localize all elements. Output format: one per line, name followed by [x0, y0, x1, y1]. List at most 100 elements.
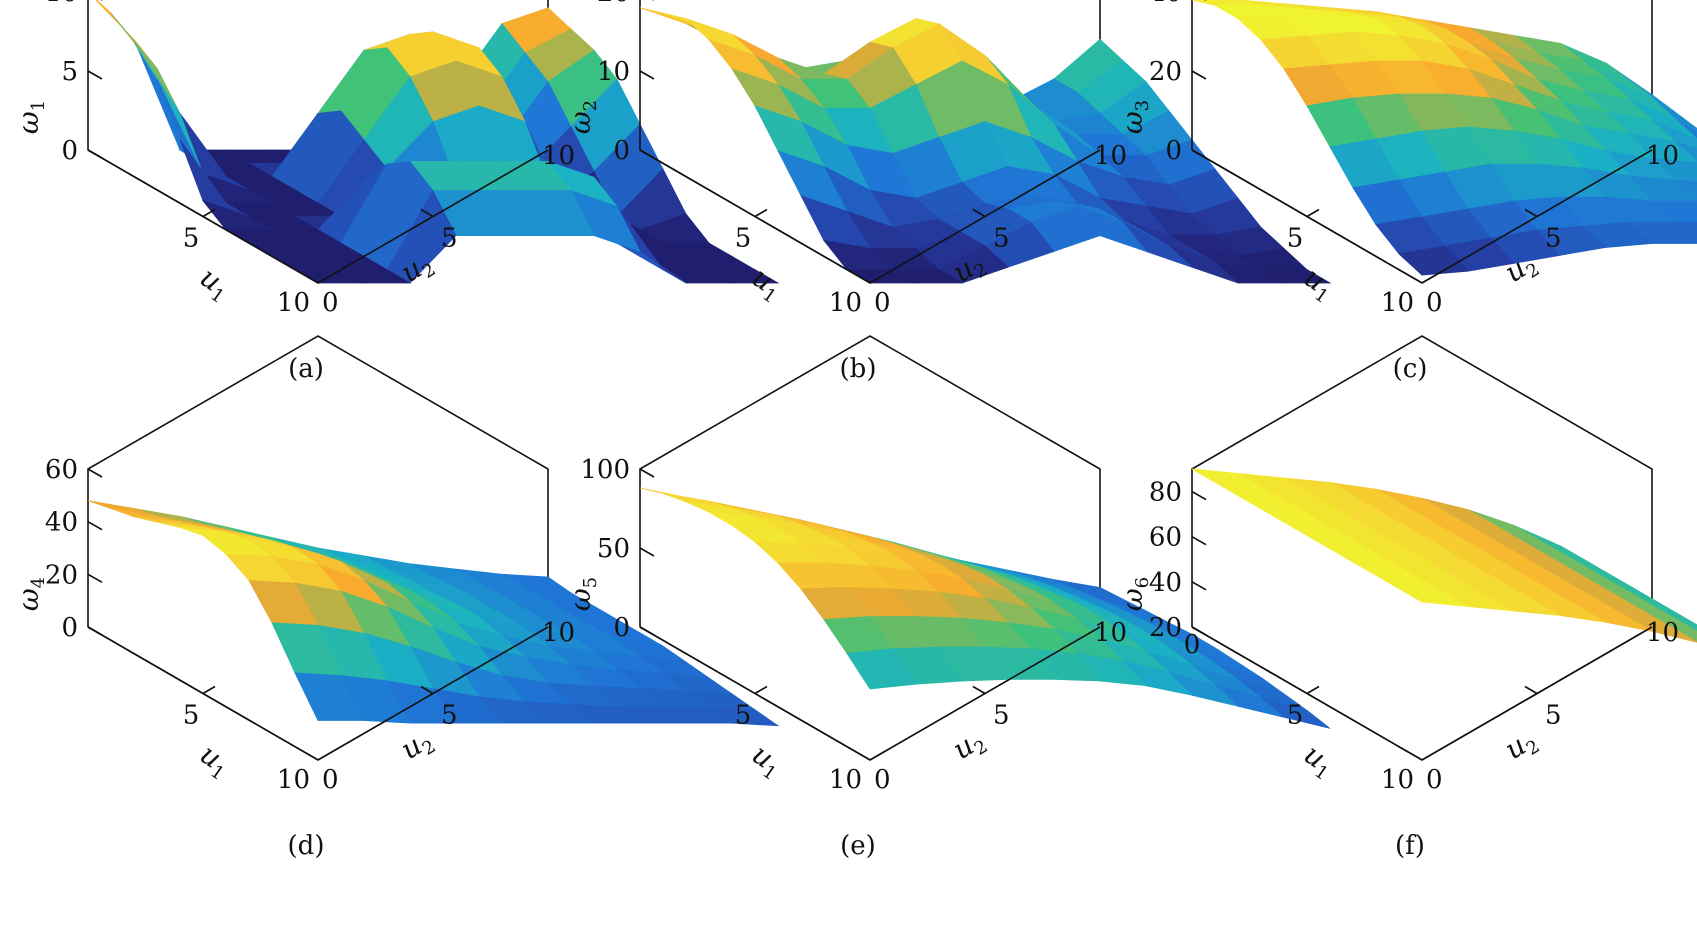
- y-tick-label: 0: [874, 765, 891, 795]
- surface-cell: [87, 500, 158, 517]
- y-tick-label: 10: [542, 618, 575, 648]
- z-tick-label: 0: [1165, 136, 1182, 166]
- x-tick: [754, 685, 768, 695]
- z-tick-label: 20: [1149, 57, 1182, 87]
- z-tick: [1191, 536, 1207, 546]
- z-tick: [639, 468, 655, 478]
- y-tick-label: 5: [441, 701, 458, 731]
- z-axis-label: ω1: [12, 100, 49, 134]
- y-tick: [420, 685, 434, 695]
- y-tick: [972, 685, 986, 695]
- x-tick-label: 10: [829, 765, 862, 795]
- z-tick-label: 80: [1149, 478, 1182, 508]
- x-tick-label: 5: [183, 224, 200, 254]
- y-tick: [972, 208, 986, 218]
- panel-a: 05105100510ω1u1u2(a): [12, 0, 780, 384]
- surface-cell: [846, 648, 917, 690]
- x-tick: [202, 685, 216, 695]
- y-tick: [1524, 208, 1538, 218]
- panel-caption: (f): [1395, 831, 1425, 861]
- x-tick-label: 10: [1381, 288, 1414, 318]
- z-tick-label: 0: [613, 613, 630, 643]
- y-tick-label: 0: [874, 288, 891, 318]
- z-tick-label: 20: [1149, 613, 1182, 643]
- y-tick-label: 5: [441, 224, 458, 254]
- z-tick-label: 100: [580, 455, 630, 485]
- surface: [639, 487, 1331, 729]
- y-axis-label: u2: [395, 722, 440, 769]
- x-tick: [1306, 685, 1320, 695]
- z-tick: [87, 468, 103, 478]
- z-tick-label: 40: [45, 508, 78, 538]
- z-tick-label: 20: [597, 0, 630, 8]
- z-axis-label: ω5: [564, 577, 601, 611]
- x-axis-label: u1: [192, 738, 237, 785]
- x-tick-label: 10: [1381, 765, 1414, 795]
- surface: [95, 0, 780, 284]
- z-tick: [87, 70, 103, 80]
- y-axis-label: u2: [1499, 722, 1544, 769]
- z-tick-label: 10: [45, 0, 78, 8]
- z-tick: [639, 149, 655, 159]
- z-tick-label: 0: [61, 613, 78, 643]
- x-tick: [202, 208, 216, 218]
- y-tick-label: 10: [1646, 141, 1679, 171]
- z-tick-label: 60: [45, 455, 78, 485]
- z-axis-label: ω4: [12, 577, 49, 611]
- panel-b: 010205100510ω2u1u2(b): [564, 0, 1332, 384]
- panel-c: 020405100510ω3u1u2(c): [1116, 0, 1697, 384]
- x-tick-label: 10: [829, 288, 862, 318]
- surface-cell: [1398, 588, 1469, 607]
- x-tick-label: 5: [735, 701, 752, 731]
- y-tick-label: 0: [1426, 288, 1443, 318]
- z-tick-label: 5: [61, 57, 78, 87]
- surface: [87, 500, 780, 727]
- panel-caption: (c): [1393, 354, 1428, 384]
- x-tick-label: 10: [277, 288, 310, 318]
- y-tick-label: 5: [993, 701, 1010, 731]
- y-tick-label: 0: [1426, 765, 1443, 795]
- panel-caption: (b): [840, 354, 877, 384]
- panel-caption: (e): [840, 831, 876, 861]
- panel-f: 20 40 60 80 0 5 10 0 5 10 ω6 u1 u2 (f): [1116, 335, 1697, 861]
- x-axis-label: u1: [1296, 738, 1341, 785]
- x-tick: [754, 208, 768, 218]
- z-tick: [1191, 490, 1207, 501]
- z-tick: [87, 520, 103, 531]
- z-tick-label: 0: [61, 136, 78, 166]
- z-tick-label: 20: [45, 560, 78, 590]
- z-tick-label: 40: [1149, 0, 1182, 8]
- y-tick-label: 5: [1545, 224, 1562, 254]
- z-tick: [87, 626, 103, 636]
- x-tick-label: 5: [1287, 701, 1304, 731]
- y-tick-label: 0: [322, 765, 339, 795]
- y-tick-label: 0: [322, 288, 339, 318]
- surface-cell: [1398, 245, 1469, 276]
- z-tick-label: 50: [597, 534, 630, 564]
- x-tick-label: 5: [183, 701, 200, 731]
- z-tick: [1191, 581, 1207, 591]
- surface: [1191, 468, 1697, 643]
- y-tick-label: 5: [993, 224, 1010, 254]
- x-tick: [1306, 208, 1320, 218]
- x-tick-label: 5: [735, 224, 752, 254]
- z-tick-label: 60: [1149, 523, 1182, 553]
- surface: [1191, 0, 1697, 276]
- y-axis-label: u2: [947, 722, 992, 769]
- z-axis-label: ω2: [564, 100, 601, 134]
- z-tick: [639, 626, 655, 636]
- y-tick-label: 10: [1094, 141, 1127, 171]
- z-tick: [1191, 626, 1207, 636]
- z-tick: [87, 149, 103, 159]
- x-axis-label: u1: [744, 738, 789, 785]
- y-tick: [1524, 685, 1538, 695]
- z-axis-label: ω6: [1116, 577, 1153, 611]
- y-tick-label: 10: [1094, 618, 1127, 648]
- surface-cell: [294, 672, 365, 721]
- z-tick: [639, 547, 655, 557]
- panel-caption: (a): [288, 354, 324, 384]
- z-axis-label: ω3: [1116, 100, 1153, 134]
- z-tick: [1191, 149, 1207, 159]
- surface: [639, 7, 1332, 284]
